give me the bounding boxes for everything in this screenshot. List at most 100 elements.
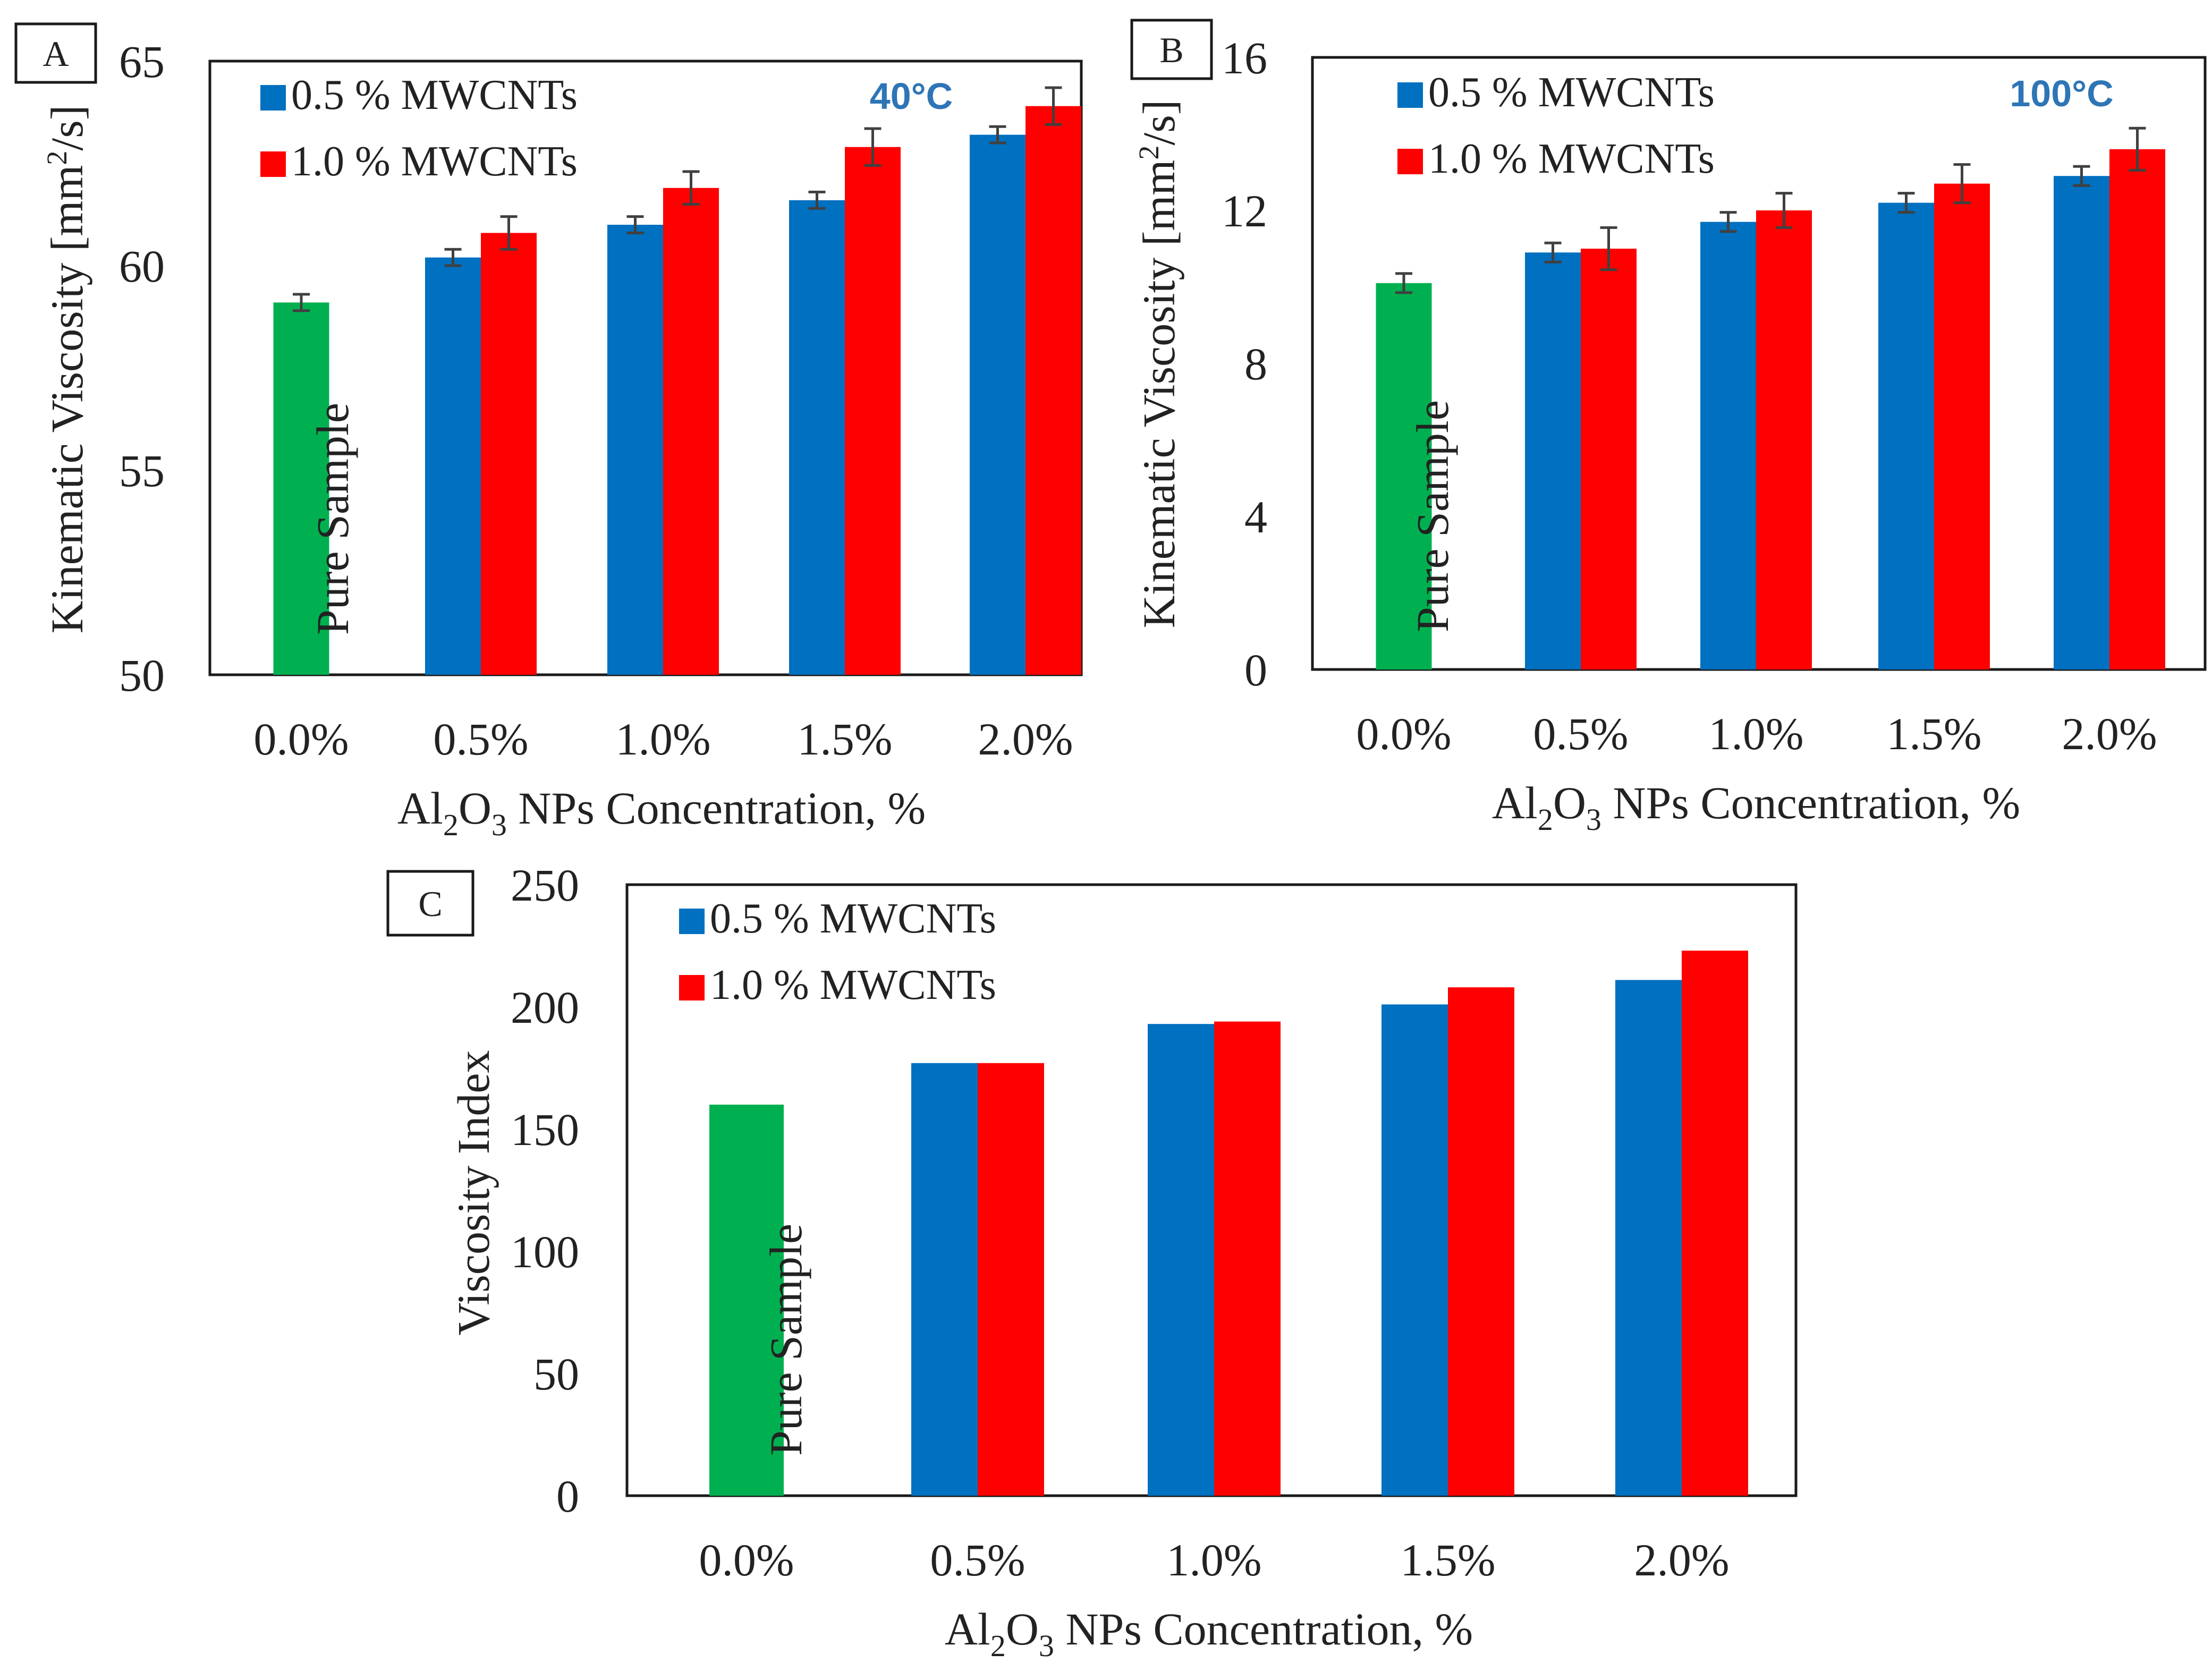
x-tick-label: 2.0%: [978, 714, 1073, 765]
y-axis-title-tail: /s]: [41, 105, 92, 151]
panel-label-box: [1130, 19, 1213, 80]
panel-label-box: [386, 870, 474, 937]
bar-series-1: [1615, 980, 1682, 1496]
x-tick-label: 0.5%: [1533, 708, 1628, 759]
y-tick-label: 150: [511, 1104, 579, 1155]
error-bar-pure-sample: [293, 293, 310, 312]
y-axis-title-main: Kinematic Viscosity [mm: [41, 165, 92, 634]
x-axis-title-part: NPs Concentration, %: [1601, 777, 2020, 828]
chart-panel-b: 0 4 8 12 16 0.0% 0.5% 1.0% 1.5% 2.0% Pure Sample 0.…: [1130, 19, 2207, 837]
x-axis-title-part: Al: [1492, 777, 1538, 828]
y-tick-label: 12: [1222, 185, 1267, 236]
x-axis-title-part: 2: [990, 1629, 1006, 1663]
x-axis-title-part: O: [1006, 1604, 1039, 1655]
bar-series-1: [970, 134, 1026, 675]
y-tick-label: 0: [556, 1471, 579, 1522]
y-axis-title-tail: /s]: [1133, 100, 1184, 146]
legend-label-series-2: 1.0 % MWCNTs: [710, 962, 996, 1008]
error-bar-series-1: [989, 125, 1006, 145]
x-tick-label: 1.0%: [1166, 1534, 1261, 1585]
legend-label-series-2: 1.0 % MWCNTs: [291, 138, 578, 185]
bar-series-1: [1700, 222, 1756, 670]
bar-series-2: [1682, 951, 1748, 1496]
legend-swatch-series-1: [1397, 82, 1423, 108]
legend-label-series-1: 0.5 % MWCNTs: [1428, 69, 1715, 116]
temperature-label: 40°C: [870, 75, 953, 117]
y-tick-label: 4: [1244, 491, 1267, 542]
x-axis-title-part: 3: [1039, 1629, 1054, 1663]
x-axis-title: Al2O3 NPs Concentration, %: [397, 783, 926, 842]
y-axis-title: Kinematic Viscosity [mm2/s]: [1133, 100, 1184, 629]
y-tick-label: 50: [533, 1349, 579, 1400]
pure-sample-label: Pure Sample: [307, 403, 358, 635]
bar-series-2: [845, 147, 901, 675]
y-tick-label: 250: [511, 860, 579, 911]
legend-label-series-2: 1.0 % MWCNTs: [1428, 135, 1715, 182]
y-axis-title-superscript: 2: [41, 151, 73, 165]
error-bar-series-1: [626, 215, 644, 234]
error-bar-series-2: [2129, 126, 2146, 172]
error-bar-series-1: [808, 190, 826, 210]
x-tick-label: 1.5%: [797, 714, 892, 765]
bar-series-2: [1934, 183, 1990, 670]
panel-label: A: [43, 33, 69, 74]
legend-label-series-1: 0.5 % MWCNTs: [291, 72, 578, 118]
legend-swatch-series-2: [260, 151, 286, 177]
y-axis-title-main: Viscosity Index: [448, 1050, 499, 1335]
temperature-label: 100°C: [2010, 73, 2113, 114]
chart-panel-a: 50 55 60 65 0.0% 0.5% 1.0% 1.5% 2.0% Pure Sample 0…: [14, 22, 1083, 842]
x-axis-title-part: O: [1553, 777, 1586, 828]
x-axis-title-part: Al: [397, 783, 443, 834]
error-bar-series-2: [1045, 86, 1062, 126]
y-tick-label: 16: [1222, 32, 1267, 83]
bar-series-2: [1026, 106, 1081, 675]
y-tick-label: 55: [119, 445, 165, 496]
x-tick-label: 2.0%: [2062, 708, 2157, 759]
bar-pure-sample: [709, 1105, 784, 1496]
x-tick-label: 1.0%: [1708, 708, 1803, 759]
x-tick-label: 2.0%: [1634, 1534, 1729, 1585]
x-tick-label: 0.0%: [699, 1534, 794, 1585]
legend: 0.5 % MWCNTs 1.0 % MWCNTs: [1397, 69, 1715, 182]
bar-series-2: [663, 188, 719, 675]
error-bar-series-2: [1600, 226, 1617, 272]
error-bar-series-2: [682, 170, 700, 206]
x-axis-title-part: 2: [1538, 802, 1553, 837]
x-tick-label: 0.5%: [433, 714, 528, 765]
pure-sample-label: Pure Sample: [760, 1224, 811, 1456]
bar-series-2: [1214, 1021, 1281, 1496]
error-bar-series-1: [2073, 165, 2090, 187]
x-tick-label: 1.5%: [1886, 708, 1981, 759]
x-axis-title-part: NPs Concentration, %: [1054, 1604, 1473, 1655]
x-axis-title-part: 3: [491, 808, 507, 842]
legend-swatch-series-1: [679, 909, 705, 934]
y-axis-title-main: Kinematic Viscosity [mm: [1133, 160, 1184, 629]
error-bar-series-2: [1775, 192, 1793, 229]
legend-label-series-1: 0.5 % MWCNTs: [710, 895, 996, 942]
panel-label: C: [418, 884, 442, 924]
bar-series-1: [1878, 202, 1934, 670]
error-bar-pure-sample: [1395, 272, 1412, 294]
pure-sample-label: Pure Sample: [1407, 400, 1458, 632]
bar-series-1: [1382, 1004, 1448, 1496]
bar-series-2: [1756, 210, 1812, 669]
chart-panel-c: 0 50 100 150 200 250 0.0% 0.5% 1.0% 1.5% 2.0% Pure …: [386, 860, 1798, 1663]
error-bar-series-1: [1719, 211, 1737, 233]
bar-series-2: [1581, 249, 1637, 669]
x-tick-label: 0.0%: [1356, 708, 1451, 759]
bar-series-1: [1148, 1024, 1214, 1496]
y-tick-label: 60: [119, 241, 165, 292]
y-axis-title: Kinematic Viscosity [mm2/s]: [41, 105, 92, 634]
x-axis-title: Al2O3 NPs Concentration, %: [1492, 777, 2020, 837]
y-tick-label: 50: [119, 650, 165, 701]
error-bar-series-1: [1897, 192, 1915, 214]
error-bar-series-2: [1953, 163, 1971, 205]
x-axis-title-part: NPs Concentration, %: [507, 783, 926, 834]
legend-swatch-series-2: [1397, 149, 1423, 174]
bar-series-2: [978, 1063, 1044, 1496]
y-tick-label: 100: [511, 1226, 579, 1277]
legend-swatch-series-1: [260, 85, 286, 111]
x-axis-title: Al2O3 NPs Concentration, %: [945, 1604, 1473, 1663]
y-tick-label: 65: [119, 36, 165, 87]
